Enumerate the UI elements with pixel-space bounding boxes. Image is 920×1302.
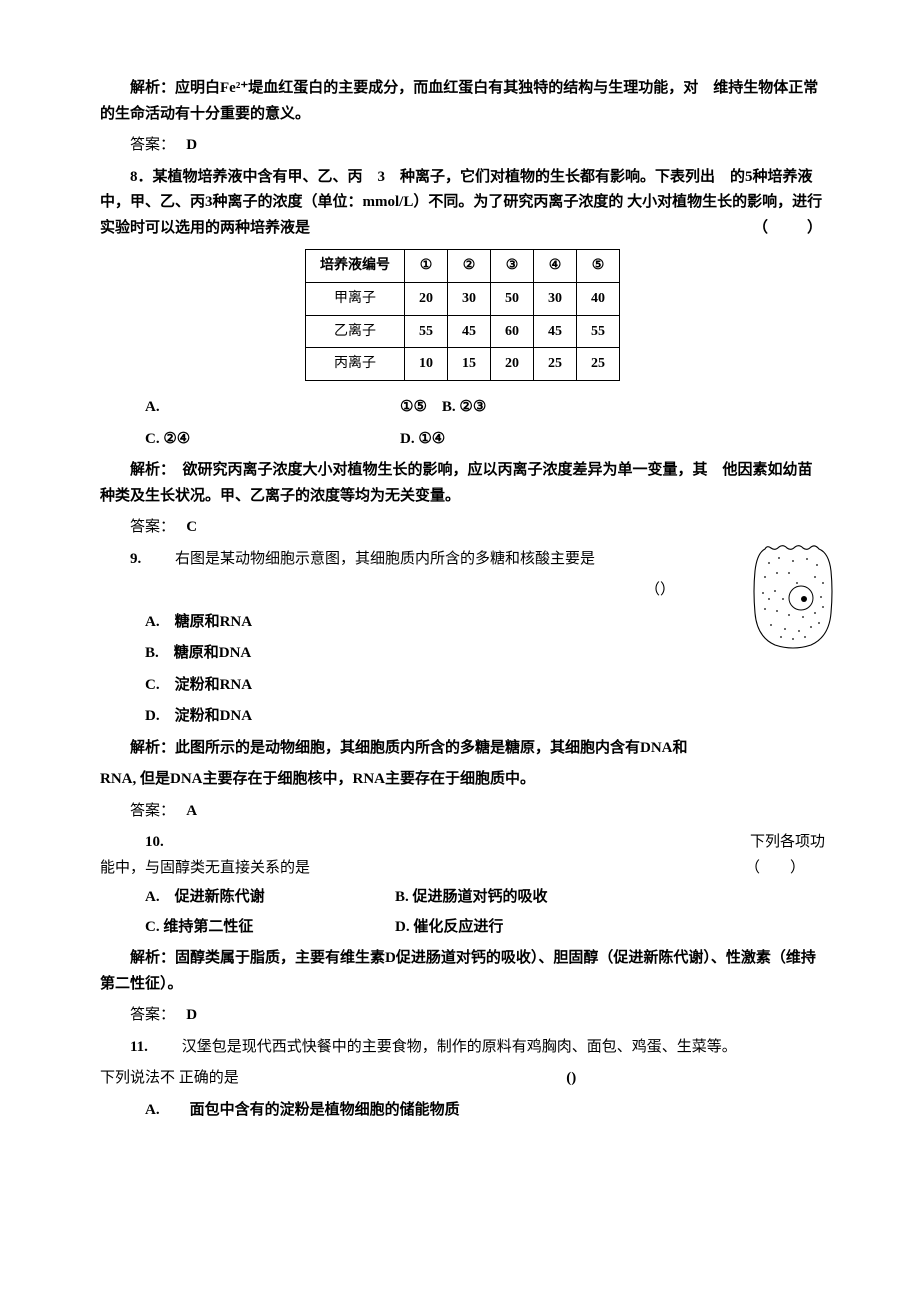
q10-optC: C. 维持第二性征 (145, 915, 395, 941)
q8-r2c4: 25 (534, 348, 577, 381)
q7-ans: D (186, 137, 197, 153)
q10-ans-label: 答案： (130, 1007, 168, 1023)
q9-explain1: 解析：此图所示的是动物细胞，其细胞质内所含的多糖是糖原，其细胞内含有DNA和 (100, 736, 825, 762)
q9-optB: B. 糖原和DNA (100, 641, 825, 667)
q8-r2c2: 15 (448, 348, 491, 381)
q8-th5: ⑤ (577, 250, 620, 283)
q8-r2c3: 20 (491, 348, 534, 381)
q9-explain2: RNA, 但是DNA主要存在于细胞核中，RNA主要存在于细胞质中。 (100, 767, 825, 793)
q10-num: 10. (100, 830, 164, 856)
q8-r0c3: 50 (491, 282, 534, 315)
q8-r0c0: 甲离子 (306, 282, 405, 315)
q9-paren: （） (100, 578, 825, 604)
q8-paren: （ ） (723, 216, 825, 242)
q10-optA: A. 促进新陈代谢 (145, 885, 395, 911)
q8-r0c4: 30 (534, 282, 577, 315)
q11-stem2: 下列说法不 正确的是 (100, 1070, 239, 1086)
q10-explain: 解析：固醇类属于脂质，主要有维生素D促进肠道对钙的吸收）、胆固醇（促进新陈代谢）… (100, 946, 825, 997)
q8-r1c0: 乙离子 (306, 315, 405, 348)
q8-table: 培养液编号 ① ② ③ ④ ⑤ 甲离子 20 30 50 30 40 乙离子 5… (305, 249, 620, 381)
cell-diagram-icon (749, 543, 835, 651)
q9-answer-line: 答案： A (100, 799, 825, 825)
q8-ans-label: 答案： (130, 519, 168, 535)
q7-answer-line: 答案： D (100, 133, 825, 159)
q7-explain: 解析：应明白Fe²⁺堤血红蛋白的主要成分，而血红蛋白有其独特的结构与生理功能，对… (100, 76, 825, 127)
q10-optB: B. 促进肠道对钙的吸收 (395, 885, 645, 911)
q8-r1c3: 60 (491, 315, 534, 348)
q8-r2c5: 25 (577, 348, 620, 381)
q8-optC: C. ②④ (100, 427, 400, 453)
q8-th4: ④ (534, 250, 577, 283)
q11-paren: () (566, 1070, 576, 1086)
q8-r0c2: 30 (448, 282, 491, 315)
q9-stem-line: 9. 右图是某动物细胞示意图，其细胞质内所含的多糖和核酸主要是 (100, 547, 825, 573)
q9-num: 9. (130, 551, 141, 567)
q11-num: 11. (130, 1039, 148, 1055)
q9-ans: A (186, 803, 197, 819)
q8-optA-label: A. (100, 395, 400, 421)
q9-ans-label: 答案： (130, 803, 168, 819)
q8-th1: ① (405, 250, 448, 283)
q11-stem-line1: 11. 汉堡包是现代西式快餐中的主要食物，制作的原料有鸡胸肉、面包、鸡蛋、生菜等… (100, 1035, 825, 1061)
q8-num: 8． (130, 169, 153, 185)
q8-r0c1: 20 (405, 282, 448, 315)
q8-r0c5: 40 (577, 282, 620, 315)
q8-r1c5: 55 (577, 315, 620, 348)
q8-th2: ② (448, 250, 491, 283)
q10-ans: D (186, 1007, 197, 1023)
q8-ans: C (186, 519, 197, 535)
q8-r1c4: 45 (534, 315, 577, 348)
q10-paren: （ ） (745, 856, 825, 882)
q11-optA: A. 面包中含有的淀粉是植物细胞的储能物质 (100, 1098, 825, 1124)
q10-answer-line: 答案： D (100, 1003, 825, 1029)
q8-optA-rest: ①⑤ B. ②③ (400, 395, 825, 421)
q8-r1c1: 55 (405, 315, 448, 348)
q8-r2c1: 10 (405, 348, 448, 381)
q9-optA: A. 糖原和RNA (100, 610, 825, 636)
q10-stem2: 能中，与固醇类无直接关系的是 (100, 856, 310, 882)
q8-stem: 某植物培养液中含有甲、乙、丙 3 种离子，它们对植物的生长都有影响。下表列出 的… (100, 169, 822, 236)
q8-answer-line: 答案： C (100, 515, 825, 541)
q10-optD: D. 催化反应进行 (395, 915, 645, 941)
q8-th0: 培养液编号 (306, 250, 405, 283)
q11-stem1: 汉堡包是现代西式快餐中的主要食物，制作的原料有鸡胸肉、面包、鸡蛋、生菜等。 (182, 1039, 737, 1055)
q9-stem: 右图是某动物细胞示意图，其细胞质内所含的多糖和核酸主要是 (175, 551, 595, 567)
q8-optD: D. ①④ (400, 427, 825, 453)
q8-th3: ③ (491, 250, 534, 283)
q8-explain: 解析： 欲研究丙离子浓度大小对植物生长的影响，应以丙离子浓度差异为单一变量，其 … (100, 458, 825, 509)
q11-stem-line2: 下列说法不 正确的是 () (100, 1066, 825, 1092)
q8-r1c2: 45 (448, 315, 491, 348)
q9-optC: C. 淀粉和RNA (100, 673, 825, 699)
q9-optD: D. 淀粉和DNA (100, 704, 825, 730)
q8-stem-wrap: 8．某植物培养液中含有甲、乙、丙 3 种离子，它们对植物的生长都有影响。下表列出… (100, 165, 825, 242)
q7-ans-label: 答案： (130, 137, 168, 153)
q10-stem-tail: 下列各项功 (750, 830, 825, 856)
q8-r2c0: 丙离子 (306, 348, 405, 381)
